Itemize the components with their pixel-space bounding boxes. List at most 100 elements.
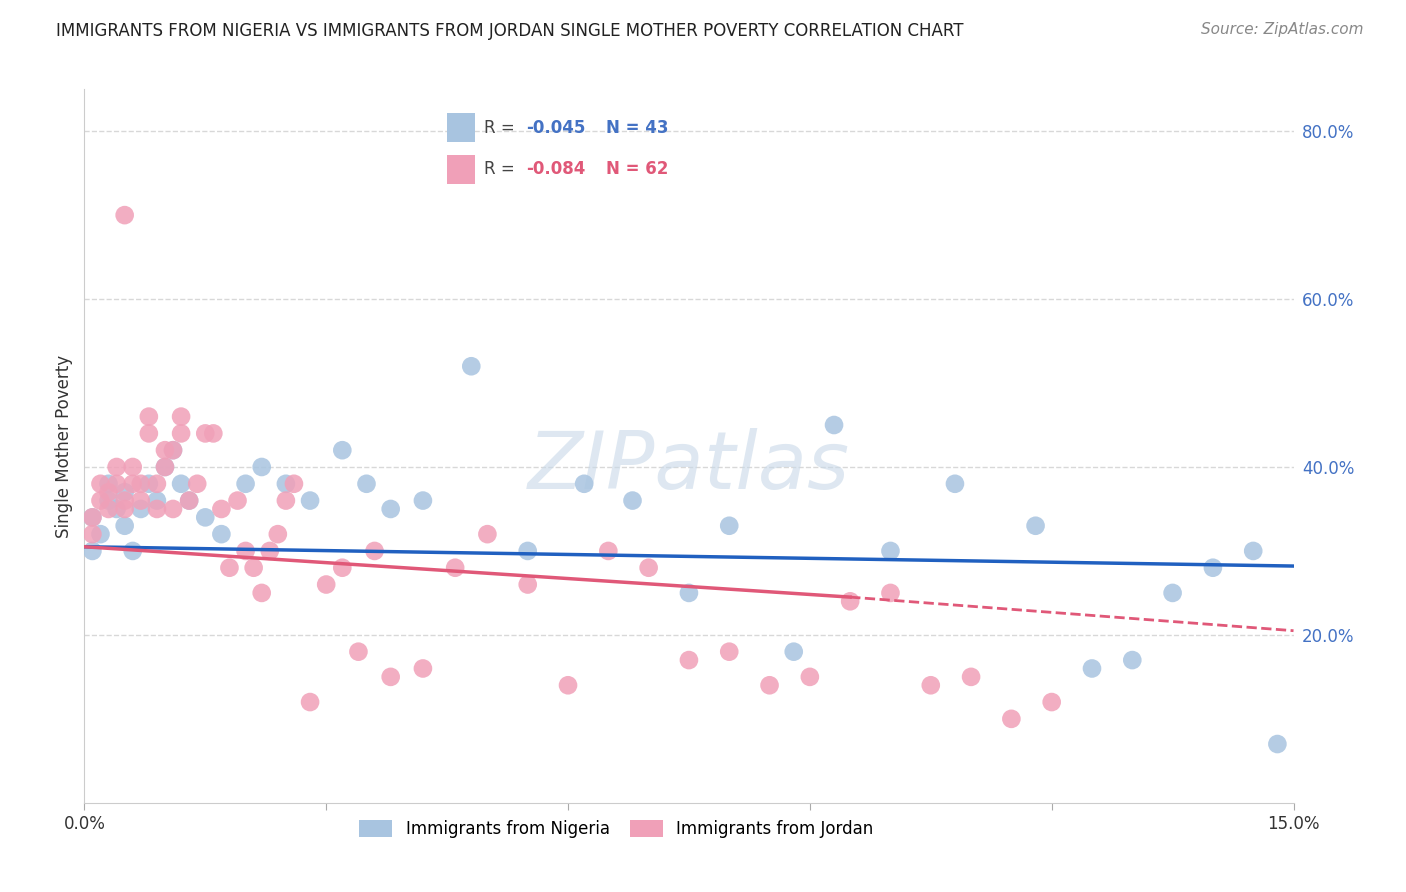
Point: [153, 460, 176, 475]
Point: [194, 510, 217, 524]
Point: [1161, 586, 1184, 600]
Point: [114, 208, 136, 222]
Point: [572, 476, 595, 491]
Point: [250, 460, 273, 475]
Point: [146, 493, 169, 508]
Point: [218, 560, 240, 574]
Point: [267, 527, 290, 541]
Point: [186, 476, 208, 491]
Point: [162, 443, 184, 458]
Point: [82, 544, 104, 558]
Point: [114, 485, 136, 500]
Point: [82, 510, 104, 524]
Point: [235, 476, 257, 491]
Point: [799, 670, 821, 684]
Point: [758, 678, 780, 692]
Point: [274, 476, 297, 491]
Point: [678, 586, 700, 600]
Point: [121, 544, 143, 558]
Point: [299, 695, 322, 709]
Point: [879, 586, 901, 600]
Point: [299, 493, 322, 508]
Point: [444, 560, 467, 574]
Point: [1040, 695, 1063, 709]
Point: [235, 544, 257, 558]
Point: [89, 527, 111, 541]
Point: [170, 409, 193, 424]
Point: [920, 678, 942, 692]
Point: [170, 426, 193, 441]
Point: [1025, 518, 1047, 533]
Point: [1081, 661, 1104, 675]
Point: [146, 476, 169, 491]
Point: [380, 502, 402, 516]
Point: [89, 493, 111, 508]
Point: [242, 560, 264, 574]
Point: [170, 476, 193, 491]
Text: Source: ZipAtlas.com: Source: ZipAtlas.com: [1201, 22, 1364, 37]
Point: [960, 670, 983, 684]
Point: [138, 476, 160, 491]
Point: [82, 527, 104, 541]
Point: [477, 527, 499, 541]
Point: [330, 560, 353, 574]
Point: [1241, 544, 1264, 558]
Point: [114, 502, 136, 516]
Point: [105, 476, 128, 491]
Point: [250, 586, 273, 600]
Point: [315, 577, 337, 591]
Point: [274, 493, 297, 508]
Point: [162, 502, 184, 516]
Point: [209, 527, 232, 541]
Point: [97, 485, 120, 500]
Point: [412, 493, 434, 508]
Point: [678, 653, 700, 667]
Point: [153, 460, 176, 475]
Point: [347, 645, 370, 659]
Point: [516, 544, 538, 558]
Point: [129, 502, 152, 516]
Point: [114, 518, 136, 533]
Text: ZIPatlas: ZIPatlas: [527, 428, 851, 507]
Point: [138, 409, 160, 424]
Point: [823, 417, 845, 432]
Point: [97, 502, 120, 516]
Point: [783, 645, 806, 659]
Point: [179, 493, 201, 508]
Point: [121, 476, 143, 491]
Point: [226, 493, 249, 508]
Point: [194, 426, 217, 441]
Point: [943, 476, 966, 491]
Point: [202, 426, 225, 441]
Point: [1267, 737, 1289, 751]
Point: [97, 493, 120, 508]
Legend: Immigrants from Nigeria, Immigrants from Jordan: Immigrants from Nigeria, Immigrants from…: [353, 813, 880, 845]
Point: [105, 460, 128, 475]
Point: [89, 476, 111, 491]
Point: [129, 476, 152, 491]
Point: [356, 476, 378, 491]
Point: [283, 476, 305, 491]
Point: [380, 670, 402, 684]
Point: [839, 594, 862, 608]
Point: [637, 560, 659, 574]
Point: [557, 678, 579, 692]
Point: [162, 443, 184, 458]
Point: [97, 476, 120, 491]
Point: [330, 443, 353, 458]
Point: [1202, 560, 1225, 574]
Point: [138, 426, 160, 441]
Point: [516, 577, 538, 591]
Point: [598, 544, 620, 558]
Point: [879, 544, 901, 558]
Point: [209, 502, 232, 516]
Point: [121, 460, 143, 475]
Point: [153, 443, 176, 458]
Point: [1121, 653, 1143, 667]
Point: [460, 359, 482, 374]
Y-axis label: Single Mother Poverty: Single Mother Poverty: [55, 354, 73, 538]
Point: [146, 502, 169, 516]
Point: [114, 493, 136, 508]
Point: [82, 510, 104, 524]
Point: [718, 518, 741, 533]
